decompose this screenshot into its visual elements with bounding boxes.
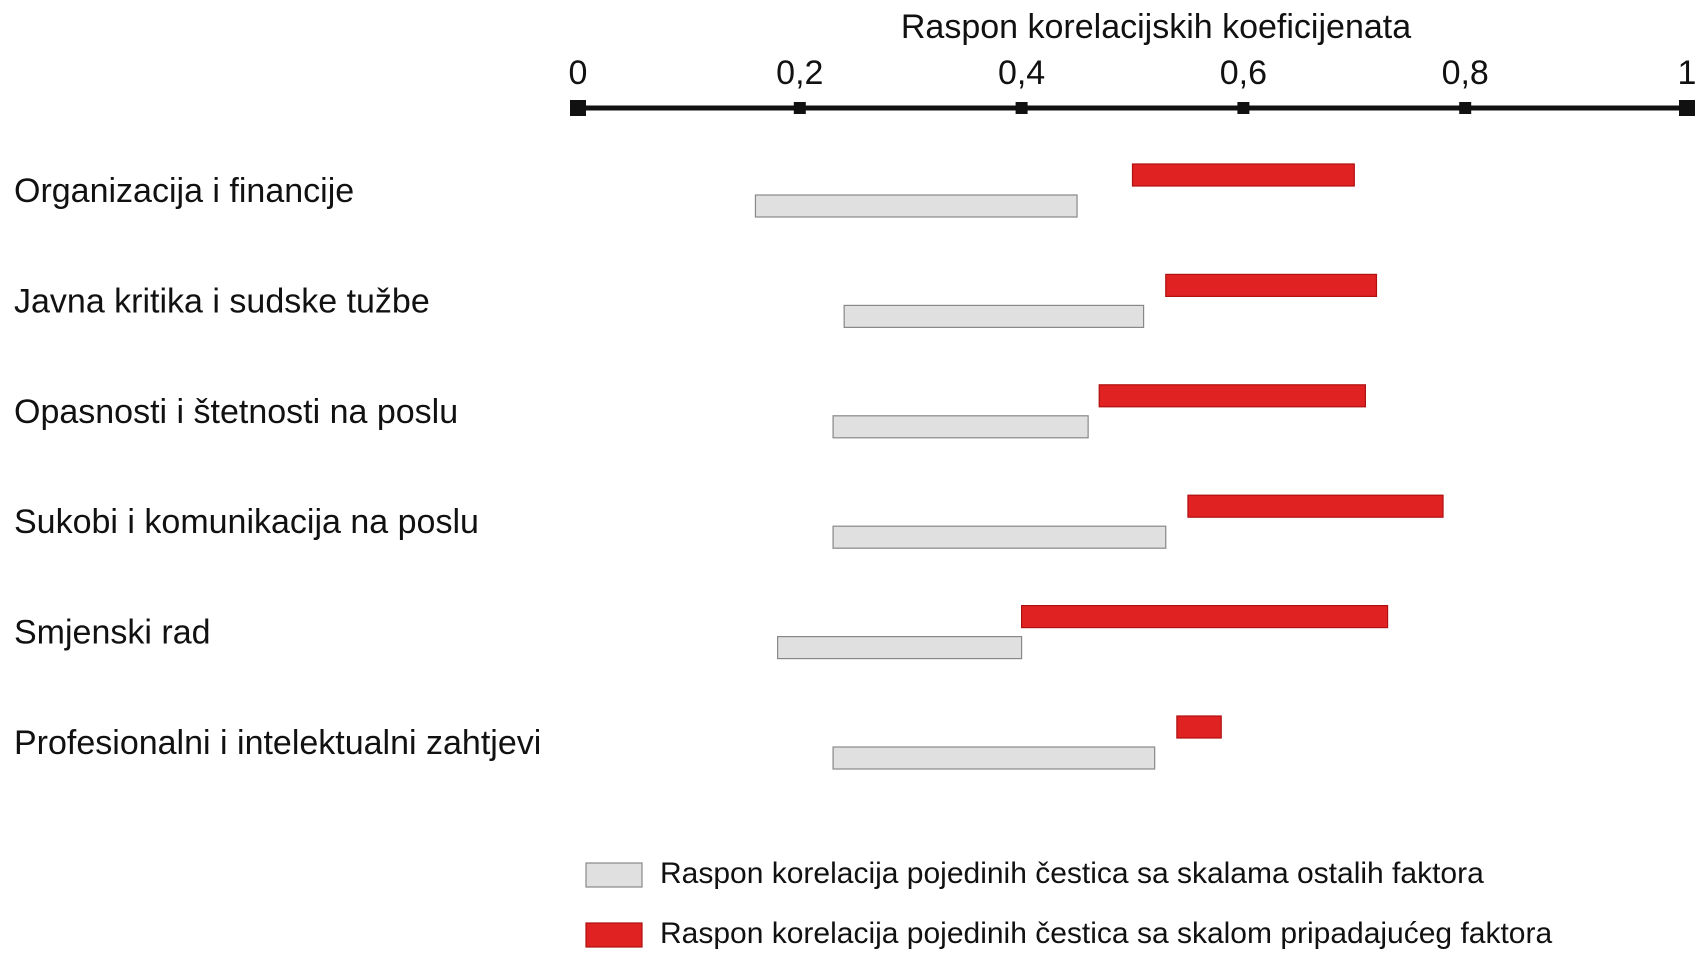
x-tick-label: 0	[569, 54, 588, 92]
category-label: Sukobi i komunikacija na poslu	[14, 503, 479, 541]
x-tick-label: 0,8	[1442, 54, 1489, 92]
category-label: Organizacija i financije	[14, 172, 354, 210]
range-bar	[777, 635, 1023, 660]
tick-mark	[1459, 102, 1472, 114]
category-label: Opasnosti i štetnosti na poslu	[14, 393, 458, 431]
x-tick-label: 0,2	[776, 54, 823, 92]
range-bar	[843, 304, 1145, 328]
legend-swatch	[585, 922, 643, 948]
range-bar	[1176, 715, 1222, 739]
range-bar	[1020, 604, 1389, 629]
tick-mark	[570, 100, 586, 116]
legend-label: Raspon korelacija pojedinih čestica sa s…	[660, 857, 1484, 890]
x-tick-label: 0,6	[1220, 54, 1267, 92]
legend-label: Raspon korelacija pojedinih čestica sa s…	[660, 917, 1552, 950]
x-tick-label: 1	[1678, 54, 1696, 92]
category-label: Profesionalni i intelektualni zahtjevi	[14, 724, 541, 762]
range-bar	[832, 746, 1156, 770]
tick-mark	[1237, 102, 1250, 114]
range-bar	[832, 415, 1089, 439]
x-tick-label: 0,4	[998, 54, 1045, 92]
range-bar	[1131, 163, 1355, 187]
category-label: Smjenski rad	[14, 614, 211, 652]
category-label: Javna kritika i sudske tužbe	[14, 282, 430, 320]
range-bar	[832, 525, 1167, 549]
range-bar	[754, 194, 1078, 218]
range-bar	[1165, 273, 1378, 297]
chart-title: Raspon korelacijskih koeficijenata	[901, 8, 1411, 46]
range-bar	[1187, 494, 1444, 518]
legend-swatch	[585, 862, 643, 888]
tick-mark	[1679, 100, 1695, 116]
tick-mark	[793, 102, 806, 114]
range-bar	[1098, 384, 1366, 408]
tick-mark	[1015, 102, 1028, 114]
